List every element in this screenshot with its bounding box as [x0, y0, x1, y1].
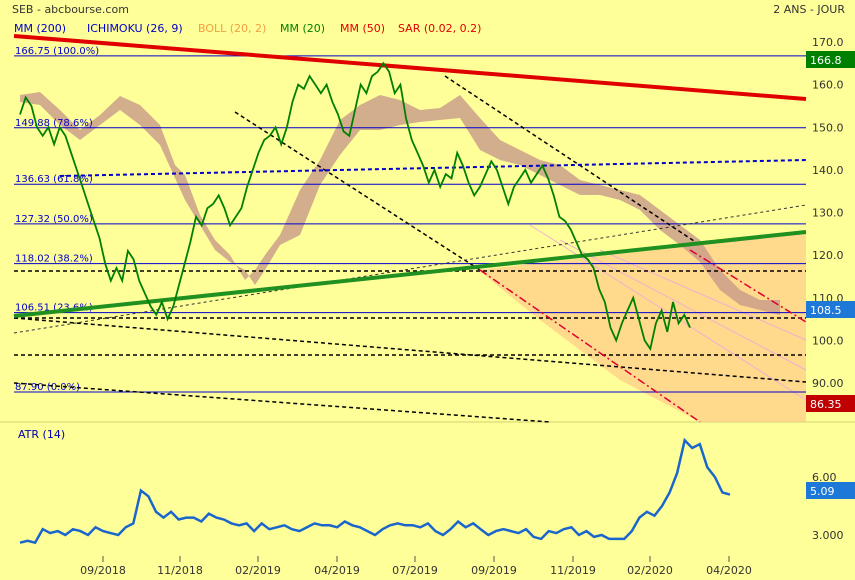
price-tag [806, 395, 855, 412]
price-tag-label: 108.5 [810, 304, 842, 317]
price-series-line [19, 61, 691, 352]
fibonacci-label: 166.75 (100.0%) [15, 46, 99, 57]
trend-line-thin-dashed [13, 204, 807, 334]
red-channel-line [479, 269, 701, 423]
legend-item: SAR (0.02, 0.2) [398, 22, 481, 35]
mm200-line [59, 159, 807, 177]
y-tick-label: 150.0 [812, 121, 844, 134]
trend-line-dashed [13, 382, 551, 423]
x-tick-label: 02/2020 [627, 564, 673, 577]
atr-y-tick: 3.000 [812, 529, 844, 542]
fibonacci-label: 87.90 (0.0%) [15, 382, 80, 393]
legend-item: ICHIMOKU (26, 9) [87, 22, 183, 35]
price-tag-label: 86.35 [810, 398, 842, 411]
fibonacci-label: 106.51 (23.6%) [15, 303, 93, 314]
price-tag [806, 51, 855, 68]
x-tick-label: 04/2020 [706, 564, 752, 577]
atr-label: ATR (14) [18, 428, 65, 441]
atr-y-tick: 6.00 [812, 471, 837, 484]
atr-series-line [19, 437, 731, 545]
legend-item: MM (20) [280, 22, 325, 35]
x-tick-label: 04/2019 [314, 564, 360, 577]
fibonacci-label: 118.02 (38.2%) [15, 254, 93, 265]
fibonacci-label: 136.63 (61.8%) [15, 174, 93, 185]
price-tag [806, 301, 855, 318]
y-tick-label: 100.0 [812, 334, 844, 347]
x-tick-label: 11/2018 [157, 564, 203, 577]
fibonacci-label: 149.88 (78.6%) [15, 118, 93, 129]
legend-item: MM (200) [14, 22, 66, 35]
atr-price-tag-label: 5.09 [810, 485, 835, 498]
chart-source: SEB - abcbourse.com [12, 3, 129, 16]
fibonacci-label: 127.32 (50.0%) [15, 214, 93, 225]
legend-item: BOLL (20, 2) [198, 22, 266, 35]
trend-line-dashed [444, 75, 701, 246]
price-tag-label: 166.8 [810, 54, 842, 67]
red-trend-line [13, 34, 807, 101]
x-tick-label: 02/2019 [235, 564, 281, 577]
green-trend-line [13, 230, 807, 318]
y-tick-label: 140.0 [812, 164, 844, 177]
red-channel-line [689, 249, 807, 323]
channel-line [599, 249, 807, 341]
y-tick-label: 130.0 [812, 207, 844, 220]
x-tick-label: 09/2018 [80, 564, 126, 577]
y-tick-label: 120.0 [812, 249, 844, 262]
x-tick-label: 11/2019 [550, 564, 596, 577]
y-tick-label: 170.0 [812, 36, 844, 49]
channel-line [559, 239, 807, 371]
legend-item: MM (50) [340, 22, 385, 35]
chart-period: 2 ANS - JOUR [773, 3, 845, 16]
ichimoku-cloud [20, 92, 780, 315]
x-tick-label: 09/2019 [471, 564, 517, 577]
y-tick-label: 160.0 [812, 79, 844, 92]
x-tick-label: 07/2019 [392, 564, 438, 577]
y-tick-label: 90.00 [812, 377, 844, 390]
atr-price-tag [806, 482, 855, 499]
